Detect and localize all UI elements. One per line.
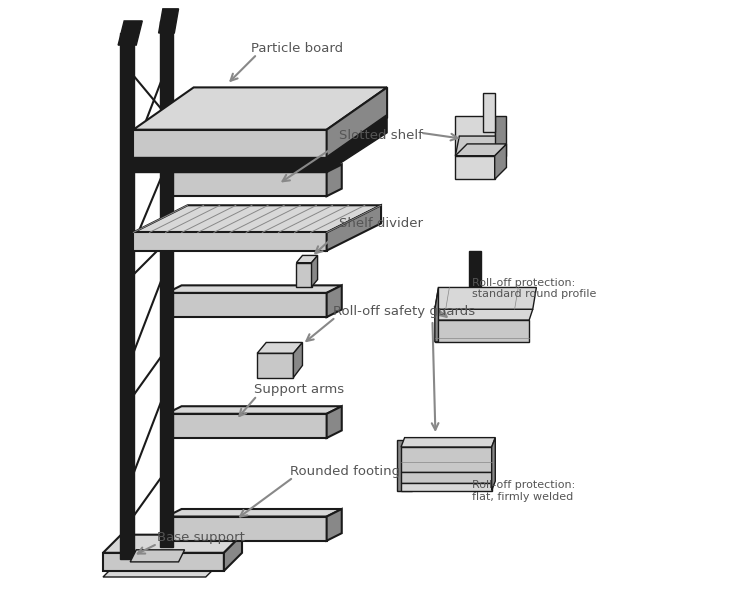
Polygon shape (327, 206, 381, 251)
Polygon shape (327, 406, 342, 438)
Text: Slotted shelf: Slotted shelf (339, 129, 422, 142)
Polygon shape (401, 447, 492, 472)
Polygon shape (398, 440, 412, 490)
Text: Rounded footing: Rounded footing (290, 465, 400, 478)
Polygon shape (435, 320, 530, 342)
Polygon shape (120, 33, 134, 559)
Polygon shape (327, 87, 387, 160)
Polygon shape (327, 165, 342, 196)
Text: Shelf divider: Shelf divider (339, 217, 423, 230)
Polygon shape (455, 117, 495, 156)
Polygon shape (296, 256, 317, 263)
Polygon shape (166, 406, 342, 414)
Polygon shape (435, 287, 439, 342)
Polygon shape (166, 165, 342, 172)
Polygon shape (160, 21, 172, 547)
Polygon shape (401, 483, 492, 490)
Polygon shape (166, 293, 327, 317)
Polygon shape (134, 87, 387, 130)
Polygon shape (401, 472, 492, 483)
Polygon shape (103, 535, 242, 553)
Polygon shape (455, 136, 499, 156)
Polygon shape (327, 509, 342, 540)
Text: Roll-off protection:
flat, firmly welded: Roll-off protection: flat, firmly welded (472, 480, 575, 502)
Polygon shape (435, 309, 532, 320)
Polygon shape (469, 251, 481, 313)
Text: Roll-off safety guards: Roll-off safety guards (333, 304, 475, 318)
Polygon shape (495, 144, 506, 179)
Text: Base support: Base support (158, 531, 245, 544)
Polygon shape (296, 263, 311, 287)
Polygon shape (311, 256, 317, 287)
Polygon shape (293, 342, 302, 378)
Polygon shape (134, 157, 327, 172)
Polygon shape (327, 285, 342, 317)
Polygon shape (166, 285, 342, 293)
Polygon shape (495, 117, 506, 156)
Polygon shape (166, 509, 342, 517)
Polygon shape (134, 232, 327, 251)
Polygon shape (257, 342, 302, 353)
Polygon shape (492, 437, 495, 490)
Polygon shape (257, 353, 293, 378)
Polygon shape (166, 414, 327, 438)
Polygon shape (134, 130, 327, 160)
Polygon shape (327, 115, 387, 172)
Text: Particle board: Particle board (251, 41, 344, 55)
Polygon shape (130, 550, 184, 562)
Polygon shape (455, 144, 506, 156)
Polygon shape (166, 172, 327, 196)
Polygon shape (103, 559, 224, 577)
Polygon shape (118, 21, 142, 45)
Polygon shape (158, 9, 178, 33)
Polygon shape (435, 287, 536, 309)
Polygon shape (401, 437, 495, 447)
Text: Support arms: Support arms (254, 383, 344, 396)
Polygon shape (483, 93, 495, 132)
Polygon shape (224, 535, 242, 571)
Text: Roll-off protection:
standard round profile: Roll-off protection: standard round prof… (472, 278, 596, 300)
Polygon shape (103, 553, 224, 571)
Polygon shape (166, 517, 327, 540)
Polygon shape (134, 206, 381, 232)
Polygon shape (455, 156, 495, 179)
